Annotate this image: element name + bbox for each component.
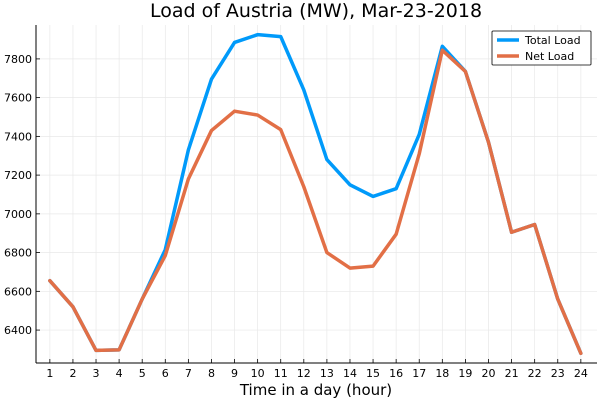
x-tick-label-20: 20 — [481, 367, 495, 380]
x-tick-label-16: 16 — [389, 367, 403, 380]
legend-label-total-load: Total Load — [524, 34, 581, 47]
x-tick-label-6: 6 — [162, 367, 169, 380]
x-tick-label-11: 11 — [274, 367, 288, 380]
x-tick-label-9: 9 — [231, 367, 238, 380]
series-line-net-load — [48, 48, 583, 356]
x-tick-label-21: 21 — [505, 367, 519, 380]
x-tick-label-8: 8 — [208, 367, 215, 380]
x-tick-label-7: 7 — [185, 367, 192, 380]
series-layer — [48, 32, 583, 356]
x-tick-label-23: 23 — [551, 367, 565, 380]
x-tick-label-24: 24 — [574, 367, 588, 380]
x-tick-label-18: 18 — [435, 367, 449, 380]
y-tick-label-7000: 7000 — [4, 208, 32, 221]
x-tick-label-22: 22 — [528, 367, 542, 380]
x-tick-label-14: 14 — [343, 367, 357, 380]
x-tick-label-3: 3 — [93, 367, 100, 380]
chart-title: Load of Austria (MW), Mar-23-2018 — [150, 0, 482, 22]
x-tick-label-15: 15 — [366, 367, 380, 380]
y-tick-label-7600: 7600 — [4, 92, 32, 105]
y-tick-label-7400: 7400 — [4, 130, 32, 143]
y-tick-label-6400: 6400 — [4, 324, 32, 337]
x-tick-label-2: 2 — [69, 367, 76, 380]
y-tick-label-7800: 7800 — [4, 53, 32, 66]
x-tick-label-10: 10 — [251, 367, 265, 380]
legend: Total Load Net Load — [491, 30, 592, 66]
axes: 1 2 3 4 5 6 7 8 9 10 11 12 13 14 15 16 17 18 19 20 21 22 23 246… — [4, 25, 597, 380]
grid — [36, 25, 597, 363]
x-tick-label-17: 17 — [412, 367, 426, 380]
x-tick-label-13: 13 — [320, 367, 334, 380]
x-tick-label-5: 5 — [139, 367, 146, 380]
y-tick-label-6600: 6600 — [4, 285, 32, 298]
x-tick-label-1: 1 — [46, 367, 53, 380]
y-tick-label-7200: 7200 — [4, 169, 32, 182]
legend-label-net-load: Net Load — [525, 50, 574, 63]
y-tick-label-6800: 6800 — [4, 247, 32, 260]
x-axis-label: Time in a day (hour) — [239, 381, 392, 399]
x-tick-label-19: 19 — [458, 367, 472, 380]
x-tick-label-4: 4 — [116, 367, 123, 380]
x-tick-label-12: 12 — [297, 367, 311, 380]
